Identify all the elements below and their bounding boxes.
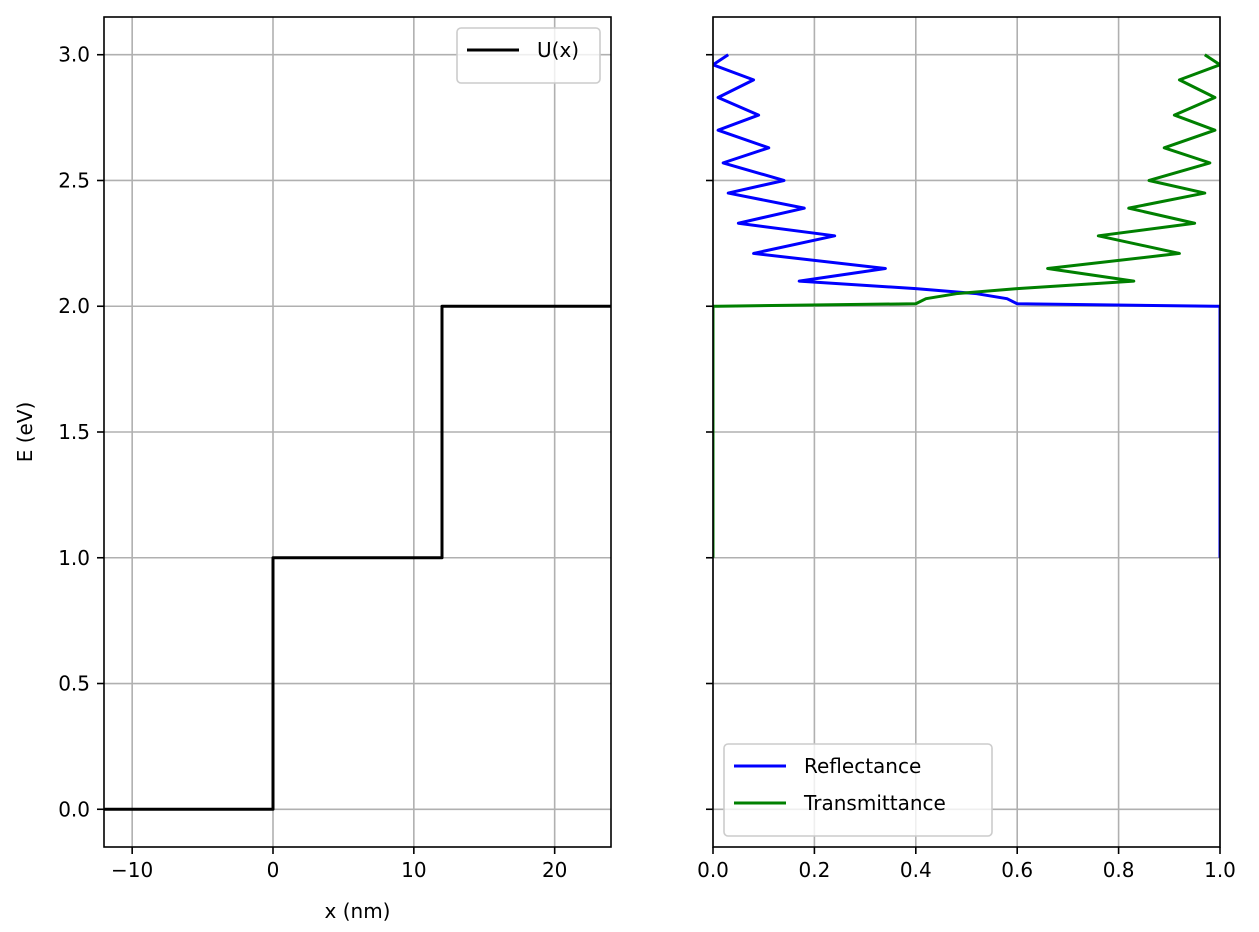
reflectance-transmittance-panel: 0.0 0.2 0.4 0.6 0.8 1.0 Reflectance Transmittan… [697, 16, 1236, 882]
left-legend-box [456, 27, 601, 84]
left-series-u-x [104, 304, 611, 811]
left-xtick-label-1: 0 [267, 858, 280, 882]
right-series-transmittance [713, 53, 1220, 558]
left-xtick-label-3: 20 [542, 858, 567, 882]
left-ytick-label-3: 1.5 [58, 420, 90, 444]
right-xtick-label-1: 0.2 [798, 858, 830, 882]
left-ytick-label-4: 2.0 [58, 294, 90, 318]
potential-panel: −10 0 10 20 0.0 0.5 1.0 1.5 2.0 2.5 3.0 x (nm) E (eV… [13, 16, 612, 923]
right-legend-label-0: Reflectance [804, 754, 921, 778]
left-xtick-label-0: −10 [111, 858, 153, 882]
left-legend: U(x) [456, 27, 601, 84]
left-legend-label-0: U(x) [537, 38, 579, 62]
left-xtick-label-2: 10 [401, 858, 426, 882]
right-legend-label-1: Transmittance [803, 791, 946, 815]
left-ytick-label-1: 0.5 [58, 672, 90, 696]
right-xtick-label-2: 0.4 [900, 858, 932, 882]
left-ytick-label-2: 1.0 [58, 546, 90, 570]
right-xtick-label-3: 0.6 [1001, 858, 1033, 882]
right-legend: Reflectance Transmittance [723, 743, 993, 837]
right-legend-box [723, 743, 993, 837]
right-xtick-label-0: 0.0 [697, 858, 729, 882]
left-ytick-label-5: 2.5 [58, 168, 90, 192]
left-ytick-label-6: 3.0 [58, 43, 90, 67]
left-ylabel: E (eV) [13, 402, 37, 463]
left-ytick-label-0: 0.0 [58, 797, 90, 821]
right-xtick-label-5: 1.0 [1204, 858, 1236, 882]
right-xtick-label-4: 0.8 [1103, 858, 1135, 882]
left-xlabel: x (nm) [325, 899, 391, 923]
right-series-reflectance [713, 53, 1220, 558]
